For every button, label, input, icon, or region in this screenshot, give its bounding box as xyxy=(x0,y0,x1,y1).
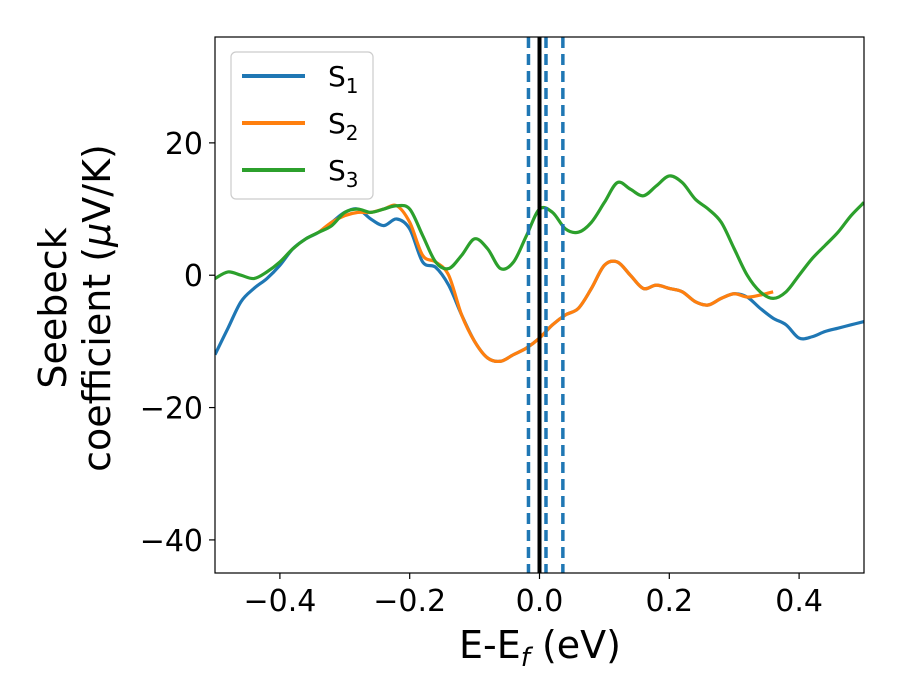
legend-box xyxy=(230,51,374,200)
y-axis-label-unit: V/K) xyxy=(75,144,119,223)
y-axis-label: Seebeck coefficient (μV/K) xyxy=(31,144,119,472)
y-axis-label-line1: Seebeck xyxy=(31,227,75,388)
x-tick-label: 0.4 xyxy=(775,584,823,619)
y-tick-label: 20 xyxy=(165,127,203,162)
x-axis-label-unit: (eV) xyxy=(530,623,621,667)
reference-lines xyxy=(526,37,565,573)
axis-ticks: −0.4 −0.2 0.0 0.2 0.4 −40 −20 0 20 xyxy=(140,127,823,619)
x-tick-label: 0.0 xyxy=(516,584,564,619)
y-tick-label: 0 xyxy=(184,259,203,294)
y-axis-label-mu: μ xyxy=(75,223,119,248)
x-tick-label: −0.4 xyxy=(243,584,316,619)
x-tick-label: 0.2 xyxy=(645,584,693,619)
legend-label-s1: S1 xyxy=(328,60,359,98)
y-axis-label-line2: coefficient (μV/K) xyxy=(75,144,119,472)
x-tick-label: −0.2 xyxy=(373,584,446,619)
x-axis-label: E-Ef (eV) xyxy=(459,623,621,673)
y-tick-label: −40 xyxy=(140,524,203,559)
y-axis-label-line2-text: coefficient ( xyxy=(75,247,119,472)
y-tick-label: −20 xyxy=(140,392,203,427)
legend-label-s2: S2 xyxy=(328,107,359,145)
x-axis-label-main: E-E xyxy=(459,623,521,667)
legend: S1 S2 S3 xyxy=(230,51,374,200)
legend-label-s3: S3 xyxy=(328,154,359,192)
